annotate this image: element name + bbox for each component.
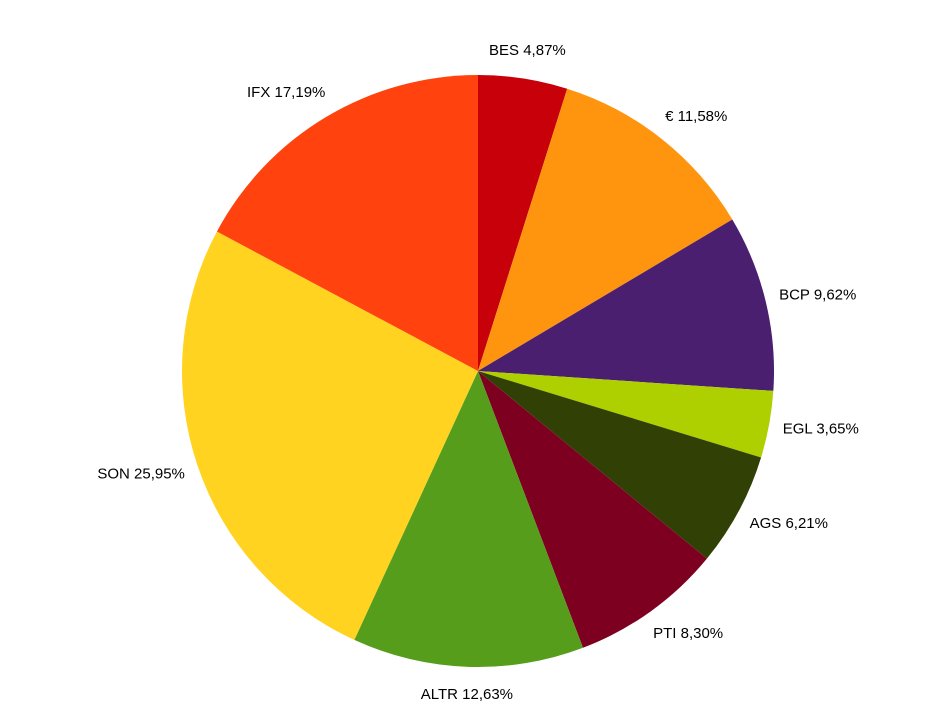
pie-slice-ifx bbox=[216, 75, 478, 371]
pie-slice-egl bbox=[478, 371, 774, 458]
pie-label-ifx: IFX 17,19% bbox=[247, 84, 325, 101]
pie-label-bes: BES 4,87% bbox=[489, 42, 566, 59]
pie-slice-pti bbox=[478, 371, 707, 648]
pie-labels: BES 4,87% € 11,58% BCP 9,62% EGL 3,65% AGS 6… bbox=[97, 42, 859, 703]
pie-label-ags: AGS 6,21% bbox=[750, 515, 828, 532]
pie-label-bcp: BCP 9,62% bbox=[779, 287, 856, 304]
pie-slice-bes bbox=[478, 75, 568, 371]
pie-slice-ags bbox=[478, 371, 762, 559]
pie-slices bbox=[182, 75, 774, 668]
pie-label-pti: PTI 8,30% bbox=[653, 625, 723, 642]
pie-label-son: SON 25,95% bbox=[97, 465, 185, 482]
pie-label-altr: ALTR 12,63% bbox=[421, 686, 513, 703]
pie-slice-altr bbox=[354, 371, 583, 668]
pie-label-euro: € 11,58% bbox=[665, 108, 727, 125]
pie-slice-son bbox=[182, 231, 478, 640]
pie-label-egl: EGL 3,65% bbox=[783, 421, 859, 438]
pie-slice-euro bbox=[478, 88, 733, 371]
pie-slice-bcp bbox=[478, 219, 774, 391]
